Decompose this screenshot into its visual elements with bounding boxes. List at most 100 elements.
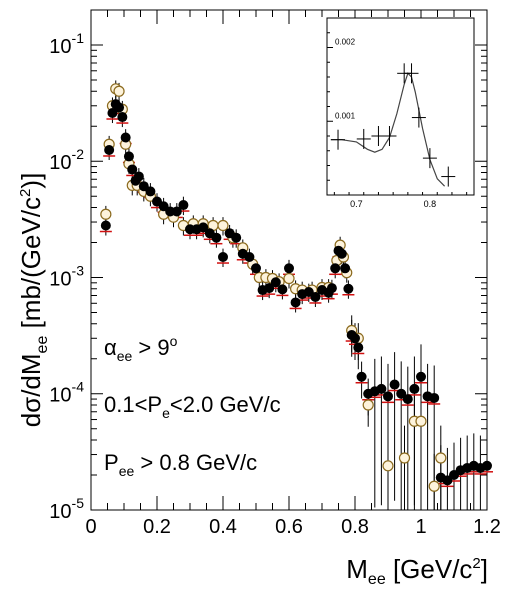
annotation-pe-pre: 0.1<P xyxy=(104,392,162,417)
filled-marker xyxy=(123,151,134,162)
x-label-main: M xyxy=(346,554,368,584)
y-label-sup: 2 xyxy=(17,189,34,197)
inset-x-tick-label: 0.7 xyxy=(350,199,363,209)
x-tick-label: 1.2 xyxy=(473,516,501,538)
filled-marker xyxy=(178,200,189,211)
x-label-close: ] xyxy=(481,554,488,584)
y-tick-label-base: 10 xyxy=(49,385,71,407)
filled-marker xyxy=(343,283,354,294)
annotation-pe-sub: e xyxy=(162,405,170,421)
filled-marker xyxy=(353,342,364,353)
y-label-close: )] xyxy=(16,173,46,189)
filled-marker xyxy=(114,102,125,113)
x-label-unit: [GeV/c xyxy=(386,554,473,584)
x-tick-label: 0.8 xyxy=(341,516,369,538)
y-tick-label: 10-5 xyxy=(49,495,84,523)
annotation-pe-text: <2.0 GeV/c xyxy=(170,392,281,417)
filled-marker xyxy=(145,186,156,197)
y-tick-label-base: 10 xyxy=(49,36,71,58)
y-tick-label-exponent: -5 xyxy=(72,495,85,511)
y-tick-label-exponent: -2 xyxy=(72,146,85,162)
filled-marker-series xyxy=(100,99,492,486)
filled-marker xyxy=(326,283,337,294)
filled-marker xyxy=(389,379,400,390)
filled-marker xyxy=(330,263,341,274)
filled-marker xyxy=(416,371,426,382)
filled-marker xyxy=(284,263,294,274)
y-tick-label-exponent: -3 xyxy=(72,262,85,278)
filled-marker xyxy=(383,391,393,402)
filled-marker xyxy=(402,394,413,405)
filled-marker xyxy=(107,108,118,119)
filled-marker xyxy=(218,252,228,263)
y-label-prefix: dσ/dM xyxy=(16,353,46,427)
y-axis-label: dσ/dMee [mb/(GeV/c2)] xyxy=(16,173,51,428)
filled-marker xyxy=(120,132,131,143)
annotation-alpha-sup: o xyxy=(170,333,178,349)
x-tick-label: 0.6 xyxy=(275,516,303,538)
filled-marker xyxy=(117,112,128,123)
open-marker xyxy=(382,460,394,472)
annotation-pee-pre: P xyxy=(104,450,119,475)
x-tick-label: 0 xyxy=(85,516,96,538)
open-marker xyxy=(100,208,112,220)
inset-ticks: 0.7 0.8 0.001 0.002 xyxy=(327,32,468,209)
annotation-electron-momentum: 0.1<Pe<2.0 GeV/c xyxy=(104,392,281,421)
inset-points xyxy=(331,63,456,187)
x-tick-label: 0.2 xyxy=(143,516,171,538)
open-marker xyxy=(217,219,229,232)
open-marker xyxy=(283,272,295,285)
open-marker xyxy=(415,415,427,427)
filled-marker xyxy=(376,383,387,394)
x-label-sub: ee xyxy=(368,571,386,588)
filled-marker xyxy=(336,248,347,259)
filled-marker xyxy=(211,232,222,243)
annotation-alpha: α xyxy=(104,335,117,360)
inset-chart: 0.7 0.8 0.001 0.002 xyxy=(326,17,475,209)
inset-frame xyxy=(326,17,475,196)
filled-marker xyxy=(198,222,209,233)
y-tick-label-base: 10 xyxy=(49,268,71,290)
open-marker xyxy=(398,452,411,464)
filled-marker xyxy=(264,283,275,294)
y-label-unit: [mb/(GeV/c xyxy=(16,197,46,336)
filled-marker xyxy=(356,371,367,382)
open-marker xyxy=(362,399,374,411)
y-tick-label: 10-2 xyxy=(49,146,84,174)
y-tick-label-exponent: -4 xyxy=(72,379,85,395)
x-axis-label: Mee [GeV/c2] xyxy=(346,554,488,588)
x-tick-label: 1 xyxy=(415,516,426,538)
filled-marker xyxy=(104,144,115,155)
filled-marker xyxy=(290,297,301,308)
filled-marker xyxy=(171,206,182,217)
open-marker xyxy=(428,480,440,492)
annotation-alpha-text: > 9 xyxy=(132,335,169,360)
y-tick-label: 10-3 xyxy=(49,262,84,290)
filled-marker xyxy=(429,392,440,403)
y-tick-label: 10-4 xyxy=(49,379,84,407)
y-tick-label-exponent: -1 xyxy=(72,30,85,46)
filled-marker xyxy=(350,333,360,344)
filled-marker xyxy=(244,252,255,263)
filled-marker xyxy=(251,263,261,274)
y-tick-label-base: 10 xyxy=(49,152,71,174)
filled-marker xyxy=(231,232,242,243)
annotation-alpha-sub: ee xyxy=(117,348,133,364)
filled-marker xyxy=(409,383,420,394)
y-tick-label: 10-1 xyxy=(49,30,84,58)
filled-marker xyxy=(270,277,281,288)
filled-marker xyxy=(127,164,138,175)
filled-marker xyxy=(310,291,321,302)
open-marker xyxy=(435,452,447,464)
open-marker xyxy=(113,85,125,97)
y-tick-label-base: 10 xyxy=(49,501,71,523)
filled-marker xyxy=(133,171,144,182)
y-label-sub: ee xyxy=(34,336,51,354)
inset-y-tick-label: 0.001 xyxy=(335,111,356,120)
x-axis-ticks: 0 0.2 0.4 0.6 0.8 1 1.2 xyxy=(85,10,501,538)
inset-fit-curve xyxy=(330,72,446,187)
inset-x-tick-label: 0.8 xyxy=(424,199,437,209)
annotation-pair-momentum: Pee > 0.8 GeV/c xyxy=(104,450,257,479)
